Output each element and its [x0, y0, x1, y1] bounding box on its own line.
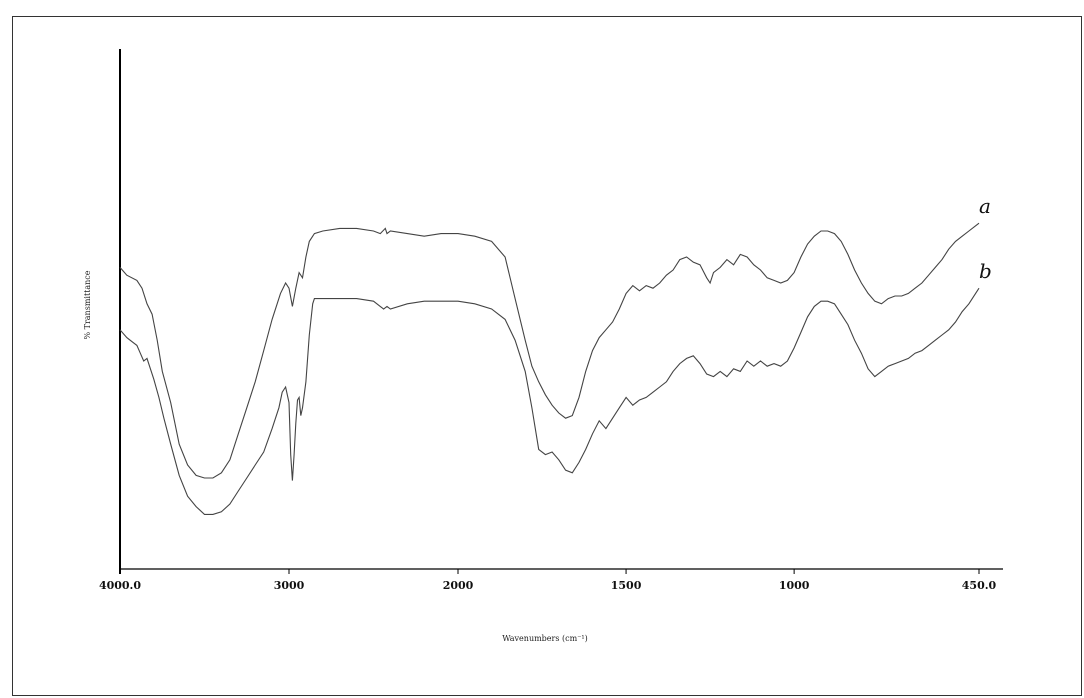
series-layer: ab	[119, 194, 992, 515]
axes	[119, 49, 1003, 574]
series-line-b	[119, 287, 980, 515]
y-axis-title: % Transmittance	[83, 270, 92, 339]
ir-spectrum-chart: 4000.0 3000 2000 1500 1000 450.0 ab % Transmi…	[83, 49, 1003, 643]
series-label-b: b	[979, 259, 992, 283]
x-tick-label: 450.0	[962, 579, 997, 592]
x-tick-label: 2000	[443, 579, 474, 592]
x-axis-title: Wavenumbers (cm⁻¹)	[502, 634, 588, 643]
x-tick-label: 1000	[779, 579, 810, 592]
series-label-a: a	[979, 194, 991, 218]
series-line-a	[119, 222, 980, 479]
x-tick-label: 3000	[274, 579, 305, 592]
x-ticks: 4000.0 3000 2000 1500 1000 450.0	[99, 569, 997, 592]
x-tick-label: 1500	[611, 579, 642, 592]
x-tick-label: 4000.0	[99, 579, 141, 592]
